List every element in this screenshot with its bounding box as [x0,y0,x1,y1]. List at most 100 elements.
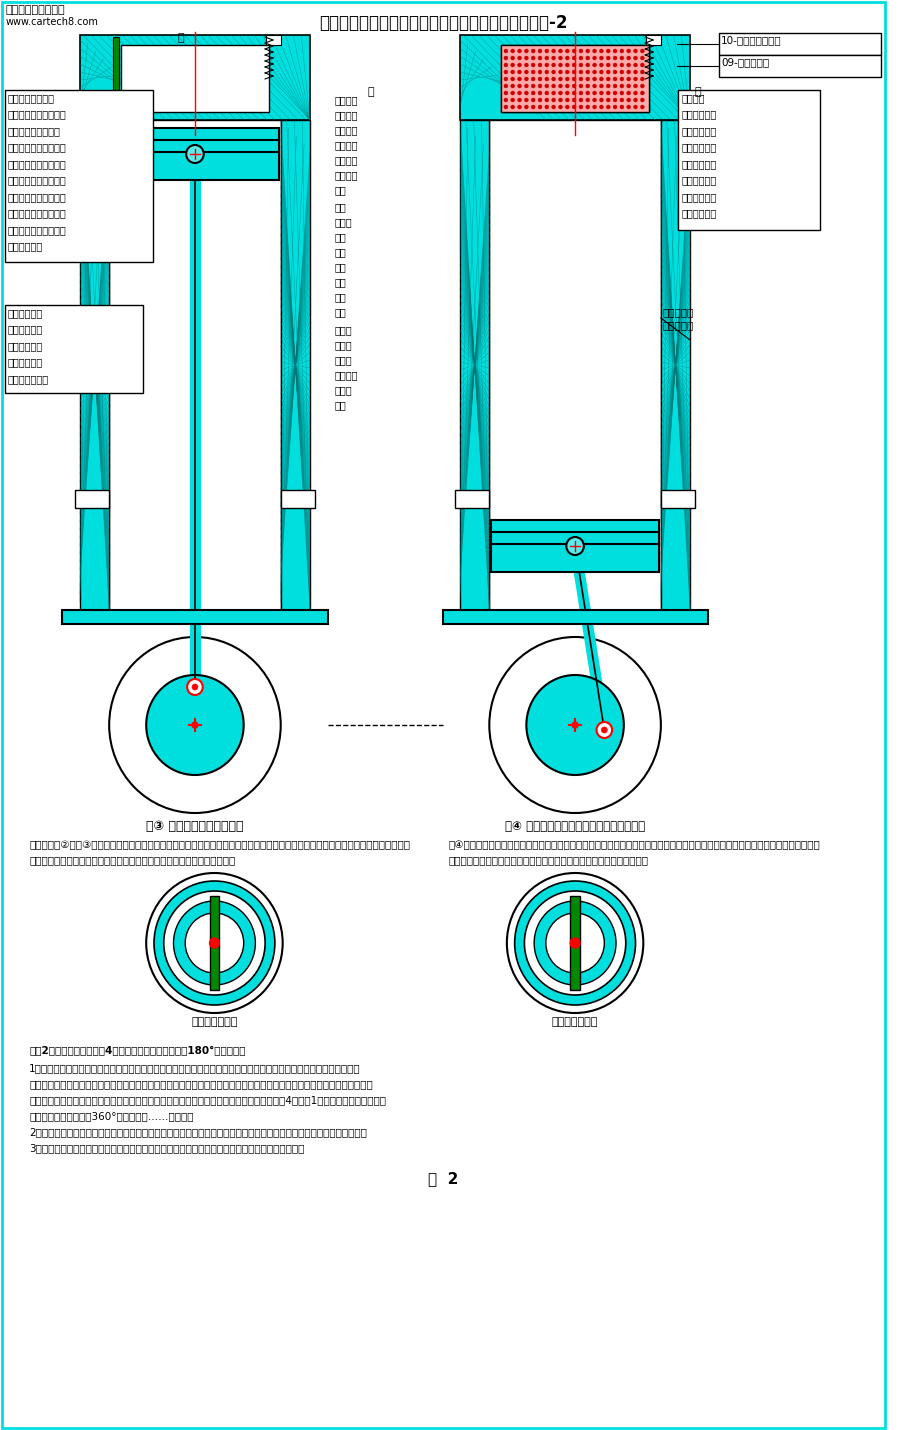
Circle shape [511,49,515,53]
Circle shape [565,92,570,94]
Circle shape [565,104,570,109]
Circle shape [572,70,576,74]
Text: 闭；: 闭； [334,400,346,410]
Circle shape [620,49,624,53]
Circle shape [565,84,570,89]
Circle shape [579,92,583,94]
Circle shape [572,104,576,109]
Circle shape [620,70,624,74]
Text: 燃烧室内: 燃烧室内 [334,94,358,104]
Circle shape [592,92,597,94]
Circle shape [600,92,603,94]
Circle shape [524,49,529,53]
Text: 关: 关 [367,87,374,97]
Circle shape [633,84,638,89]
Circle shape [559,70,562,74]
Circle shape [627,70,631,74]
Circle shape [538,70,542,74]
Circle shape [518,63,521,67]
Circle shape [586,56,590,60]
Circle shape [524,891,626,995]
Bar [5,90,153,262]
Bar [280,120,310,611]
Circle shape [641,99,644,102]
Circle shape [551,84,556,89]
Circle shape [606,49,611,53]
Circle shape [579,63,583,67]
Circle shape [192,722,197,728]
Circle shape [586,104,590,109]
Circle shape [511,104,515,109]
Circle shape [600,70,603,74]
Text: 关闭排气: 关闭排气 [334,170,358,180]
Circle shape [147,675,244,775]
Circle shape [164,891,265,995]
Circle shape [551,92,556,94]
Circle shape [566,538,584,555]
Circle shape [572,92,576,94]
Circle shape [546,912,604,972]
Text: 活塞到达下止: 活塞到达下止 [682,192,716,202]
Text: 一种新型的二行程汽缸活塞式发动机工作过程示意图-2: 一种新型的二行程汽缸活塞式发动机工作过程示意图-2 [319,14,568,31]
Circle shape [545,56,549,60]
Text: 下两个行程，曲轴旋转360°做一次功。……因此循环: 下两个行程，曲轴旋转360°做一次功。……因此循环 [29,1111,194,1121]
Text: 中国汽车工程师之家: 中国汽车工程师之家 [5,4,66,14]
Circle shape [613,104,617,109]
Circle shape [627,49,631,53]
Text: 阀自动关闭燃烧室进气口，储存在燃烧室内的可燃混合气体被火花塞点燃；: 阀自动关闭燃烧室进气口，储存在燃烧室内的可燃混合气体被火花塞点燃； [29,855,236,865]
Circle shape [633,70,638,74]
Text: 的作用下自动: 的作用下自动 [8,358,43,368]
Circle shape [641,56,644,60]
Circle shape [531,56,535,60]
Circle shape [613,84,617,89]
Bar [490,120,661,611]
Text: 新鲜空气进: 新鲜空气进 [662,307,694,317]
Circle shape [518,70,521,74]
Circle shape [627,99,631,102]
Text: 3、设置在汽缸底的新鲜空气进气口单向阀在其弹簧的推动下使其新鲜空气进气口自然处关闭状态；: 3、设置在汽缸底的新鲜空气进气口单向阀在其弹簧的推动下使其新鲜空气进气口自然处关… [29,1143,305,1153]
Circle shape [606,56,611,60]
Circle shape [538,104,542,109]
Circle shape [511,56,515,60]
Circle shape [606,99,611,102]
Circle shape [613,99,617,102]
Circle shape [518,49,521,53]
Circle shape [538,99,542,102]
Circle shape [551,104,556,109]
Circle shape [531,77,535,82]
Circle shape [551,99,556,102]
Circle shape [504,56,508,60]
Circle shape [559,63,562,67]
Circle shape [531,70,535,74]
Circle shape [524,56,529,60]
Circle shape [559,104,562,109]
Circle shape [620,92,624,94]
Circle shape [504,63,508,67]
Circle shape [515,881,635,1005]
Circle shape [592,84,597,89]
Circle shape [579,70,583,74]
Circle shape [545,70,549,74]
Circle shape [504,77,508,82]
Circle shape [586,99,590,102]
Circle shape [504,84,508,89]
Circle shape [572,99,576,102]
Circle shape [627,104,631,109]
Text: 活塞的顶部使活塞开始: 活塞的顶部使活塞开始 [8,225,66,235]
Circle shape [586,77,590,82]
Circle shape [565,70,570,74]
Circle shape [586,49,590,53]
Circle shape [641,84,644,89]
Text: www.cartech8.com: www.cartech8.com [5,17,98,27]
Text: 瞬间，从图②到图③，活塞到达上止点，此时排气完成，下气室进气完成，新鲜空气进气口自动关闭；燃烧室进气完成，燃烧室进气单向: 瞬间，从图②到图③，活塞到达上止点，此时排气完成，下气室进气完成，新鲜空气进气口… [29,839,410,849]
Bar [501,44,649,112]
Circle shape [600,56,603,60]
Text: 口；: 口； [334,184,346,194]
Text: 从图2活塞由上止点行到图4活塞到达下止点即曲轴转角180°的过程中：: 从图2活塞由上止点行到图4活塞到达下止点即曲轴转角180°的过程中： [29,1045,246,1055]
Circle shape [551,77,556,82]
Circle shape [154,881,275,1005]
Circle shape [526,675,624,775]
Circle shape [209,938,219,948]
Text: 关闭其出气口；: 关闭其出气口； [8,375,49,385]
Circle shape [524,92,529,94]
